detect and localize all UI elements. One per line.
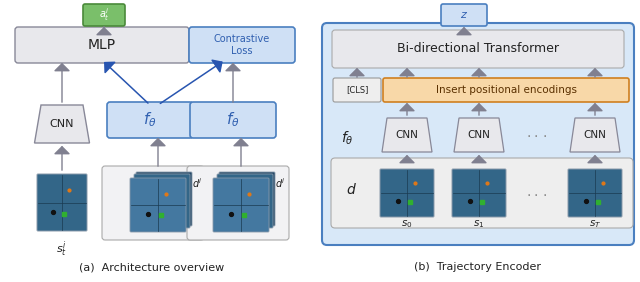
Text: $f_\theta$: $f_\theta$ — [340, 129, 353, 147]
Text: Insert positional encodings: Insert positional encodings — [435, 85, 577, 95]
Text: $\cdot\cdot\cdot$: $\cdot\cdot\cdot$ — [526, 128, 548, 142]
Text: $z$: $z$ — [460, 10, 468, 20]
FancyBboxPatch shape — [219, 172, 275, 226]
Text: Contrastive
Loss: Contrastive Loss — [214, 34, 270, 56]
Text: $d^i$: $d^i$ — [275, 176, 286, 190]
Text: $s_1$: $s_1$ — [474, 218, 484, 230]
FancyBboxPatch shape — [217, 174, 273, 228]
FancyBboxPatch shape — [213, 178, 269, 232]
FancyBboxPatch shape — [190, 102, 276, 138]
Text: CNN: CNN — [396, 130, 419, 140]
FancyBboxPatch shape — [333, 78, 381, 102]
FancyBboxPatch shape — [331, 158, 633, 228]
Text: [CLS]: [CLS] — [346, 85, 368, 94]
Polygon shape — [382, 118, 432, 152]
FancyBboxPatch shape — [107, 102, 193, 138]
FancyBboxPatch shape — [322, 23, 634, 245]
FancyBboxPatch shape — [332, 30, 624, 68]
Text: $d^i$: $d^i$ — [192, 176, 203, 190]
Text: $\cdot\cdot\cdot$: $\cdot\cdot\cdot$ — [526, 187, 548, 201]
Text: $d$: $d$ — [346, 182, 356, 197]
Text: CNN: CNN — [50, 119, 74, 129]
Text: $s_T$: $s_T$ — [589, 218, 601, 230]
Polygon shape — [454, 118, 504, 152]
FancyBboxPatch shape — [441, 4, 487, 26]
Text: $s_t^i$: $s_t^i$ — [56, 239, 68, 259]
Text: CNN: CNN — [584, 130, 607, 140]
FancyBboxPatch shape — [134, 174, 190, 228]
FancyBboxPatch shape — [15, 27, 189, 63]
FancyBboxPatch shape — [452, 169, 506, 217]
Text: $f_\theta$: $f_\theta$ — [226, 111, 240, 129]
Text: $a_t^i$: $a_t^i$ — [99, 6, 109, 23]
Text: (a)  Architecture overview: (a) Architecture overview — [79, 262, 225, 272]
FancyBboxPatch shape — [37, 174, 87, 231]
Text: CNN: CNN — [468, 130, 490, 140]
FancyBboxPatch shape — [187, 166, 289, 240]
FancyBboxPatch shape — [568, 169, 622, 217]
FancyBboxPatch shape — [380, 169, 434, 217]
Text: (b)  Trajectory Encoder: (b) Trajectory Encoder — [415, 262, 541, 272]
FancyBboxPatch shape — [83, 4, 125, 26]
Text: Bi-directional Transformer: Bi-directional Transformer — [397, 43, 559, 56]
FancyBboxPatch shape — [189, 27, 295, 63]
Text: $s_0$: $s_0$ — [401, 218, 413, 230]
Polygon shape — [35, 105, 90, 143]
Text: $f_\theta$: $f_\theta$ — [143, 111, 157, 129]
FancyBboxPatch shape — [130, 178, 186, 232]
Text: MLP: MLP — [88, 38, 116, 52]
FancyBboxPatch shape — [136, 172, 192, 226]
Polygon shape — [570, 118, 620, 152]
FancyBboxPatch shape — [102, 166, 204, 240]
FancyBboxPatch shape — [383, 78, 629, 102]
